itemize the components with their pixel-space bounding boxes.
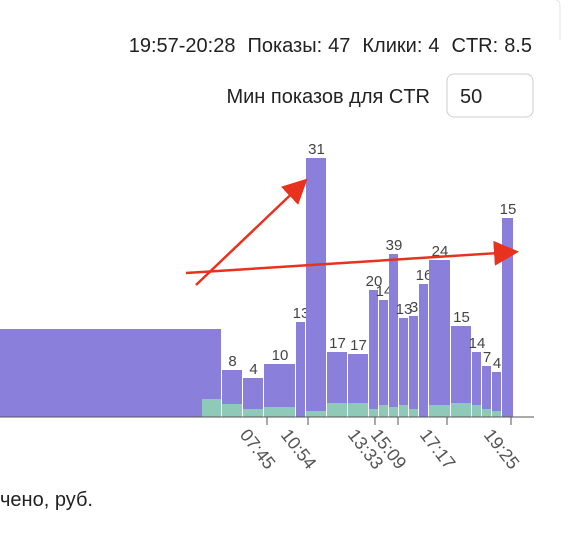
- impressions-label: Показы:: [247, 35, 322, 57]
- bar: [451, 326, 471, 417]
- bar: [399, 318, 408, 417]
- impressions: 47: [328, 35, 350, 57]
- bar: [482, 366, 491, 417]
- bar-label: 7: [483, 349, 491, 366]
- secondary-bar: [243, 409, 263, 417]
- bar: [0, 329, 221, 417]
- bar: [306, 158, 326, 417]
- secondary-bar: [369, 409, 378, 417]
- bar-label: 13: [293, 305, 310, 322]
- bar-label: 4: [493, 355, 501, 372]
- bar: [502, 218, 513, 417]
- secondary-bar: [264, 407, 295, 417]
- bar: [429, 260, 450, 417]
- secondary-bar: [472, 405, 481, 417]
- bar: [419, 284, 428, 417]
- secondary-bar: [429, 405, 450, 417]
- bar: [369, 290, 378, 417]
- bar: [296, 322, 305, 417]
- annotation-arrow: [185, 240, 519, 275]
- secondary-bar: [389, 407, 398, 417]
- bar-label: 13: [396, 301, 413, 318]
- bar: [409, 316, 418, 417]
- bar-label: 3: [410, 299, 418, 316]
- bar-label: 17: [350, 337, 367, 354]
- annotation-arrow: [195, 178, 308, 286]
- min-impressions-value[interactable]: 50: [460, 86, 482, 108]
- secondary-bar: [379, 405, 388, 417]
- bar: [327, 352, 347, 417]
- bar-label: 39: [386, 237, 403, 254]
- ctr-label: CTR:: [452, 35, 499, 57]
- header-stats: 19:57-20:28 Показы: 47 Клики: 4 CTR: 8.5: [129, 35, 532, 57]
- ctr: 8.5: [504, 35, 532, 57]
- x-tick-label: 10:54: [277, 425, 320, 473]
- x-tick-label: 17:17: [416, 425, 459, 473]
- min-impressions-input[interactable]: [446, 73, 534, 118]
- bar-label: 20: [366, 273, 383, 290]
- bar-label: 16: [416, 267, 433, 284]
- card-edge: [555, 0, 561, 40]
- bar-label: 14: [469, 335, 486, 352]
- min-impressions-label: Мин показов для CTR: [226, 86, 430, 108]
- bar: [348, 354, 368, 417]
- bar-label: 17: [329, 335, 346, 352]
- secondary-bar: [482, 409, 491, 417]
- clicks: 4: [428, 35, 439, 57]
- bar-label: 4: [249, 361, 257, 378]
- bar-label: 8: [228, 353, 236, 370]
- bar-label: 31: [308, 141, 325, 158]
- x-tick-label: 07:45: [236, 425, 279, 473]
- bar-label: 15: [453, 309, 470, 326]
- secondary-bar: [222, 404, 242, 417]
- bar-label: 14: [376, 283, 393, 300]
- bar: [389, 254, 398, 417]
- bar: [472, 352, 481, 417]
- secondary-bar: [202, 399, 221, 417]
- secondary-bar: [492, 411, 501, 417]
- secondary-bar: [409, 409, 418, 417]
- clicks-label: Клики:: [362, 35, 422, 57]
- x-tick-label: 19:25: [480, 425, 523, 473]
- footer-text: чено, руб.: [0, 489, 93, 511]
- bar-label: 15: [500, 201, 517, 218]
- bar-label: 10: [272, 347, 289, 364]
- secondary-bar: [399, 405, 408, 417]
- secondary-bar: [306, 411, 326, 417]
- time-range: 19:57-20:28: [129, 35, 236, 57]
- secondary-bar: [327, 403, 347, 417]
- bar: [492, 372, 501, 417]
- bar: [379, 300, 388, 417]
- secondary-bar: [451, 403, 471, 417]
- secondary-bar: [348, 403, 368, 417]
- bar: [243, 378, 263, 417]
